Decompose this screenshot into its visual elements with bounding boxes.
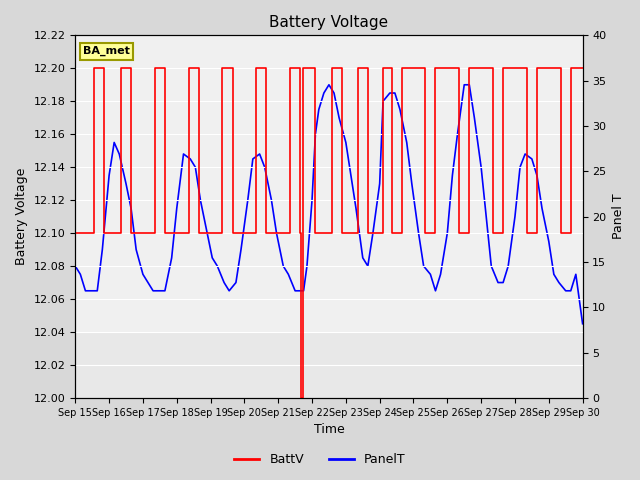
Y-axis label: Panel T: Panel T: [612, 194, 625, 240]
Text: BA_met: BA_met: [83, 46, 130, 57]
X-axis label: Time: Time: [314, 423, 344, 436]
Y-axis label: Battery Voltage: Battery Voltage: [15, 168, 28, 265]
Legend: BattV, PanelT: BattV, PanelT: [229, 448, 411, 471]
Title: Battery Voltage: Battery Voltage: [269, 15, 388, 30]
Bar: [76, 36, 582, 332]
